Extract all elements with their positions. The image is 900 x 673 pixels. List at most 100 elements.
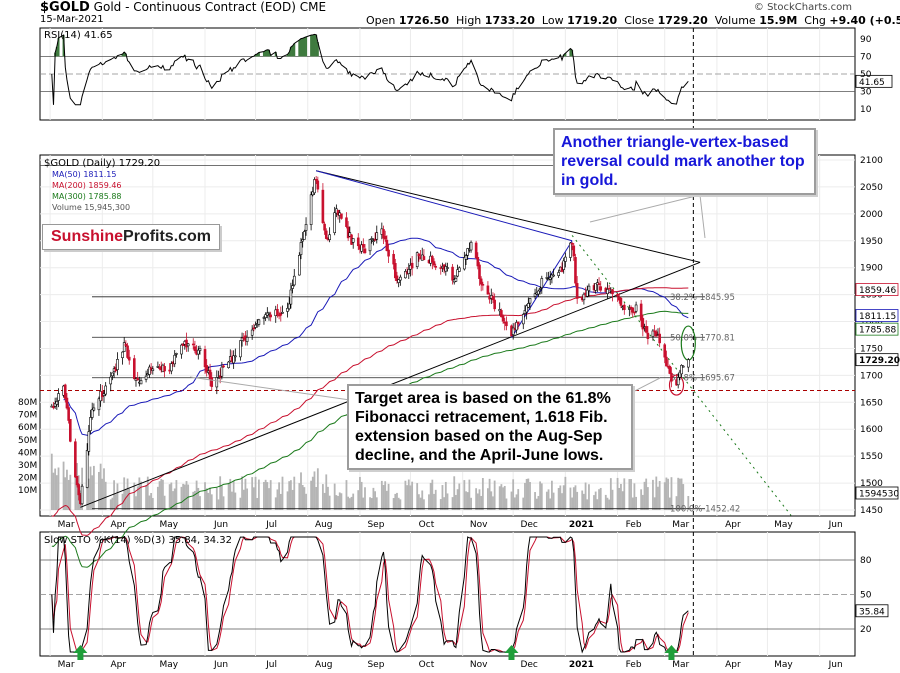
volume-bar [641,494,644,510]
candle-body [528,298,532,304]
volume-bar [128,488,131,510]
rsi-y-tick-label: 10 [860,105,872,115]
candle-body [446,267,449,269]
callout-pointer [589,194,701,223]
candle-body [607,288,611,290]
volume-bar [305,493,307,510]
rsi-title: RSI(14) 41.65 [44,30,113,41]
volume-bar [620,483,622,510]
volume-bar [488,478,491,510]
volume-bar [675,496,678,510]
volume-bar [645,478,648,510]
volume-bar [537,495,540,510]
volume-bar [303,487,306,510]
volume-bar [606,497,609,510]
volume-bar [215,487,218,510]
up-arrow-icon [664,645,679,660]
price-x-tick-label: Nov [470,520,488,530]
candle-body [75,475,79,486]
candle-body [415,252,419,267]
volume-bar [444,481,447,510]
candle-body [368,238,372,252]
volume-bar [646,487,649,510]
candle-body [680,364,683,375]
candle-body [186,343,190,347]
sto-x-tick-label: Jul [265,660,277,670]
candle-body [516,321,520,325]
candle-body [69,419,72,442]
candle-body [575,283,579,299]
volume-bar [52,472,55,510]
volume-bar [396,492,398,510]
candle-body [557,272,560,276]
candle-body [393,263,397,279]
volume-bar [581,490,584,510]
candle-body [109,376,113,385]
volume-bar [219,476,222,510]
volume-bar [62,461,65,510]
volume-bar [150,493,153,510]
price-y-tick-label: 2050 [860,183,883,193]
volume-bar [66,469,68,510]
candle-body [633,311,636,314]
volume-bar [335,495,338,510]
volume-bar [492,496,494,510]
rsi-y-tick-label: 90 [860,35,872,45]
candle-body [215,377,219,388]
candle-body [382,229,385,239]
rsi-y-tick-label: 30 [860,88,872,98]
volume-bar [557,488,560,510]
volume-bar [286,491,289,510]
blue-resistance-line [316,170,573,242]
volume-y-tick-label: 80M [18,398,37,408]
candle-body [670,372,673,382]
candle-body [616,293,619,297]
candle-body [392,253,395,265]
candle-body [121,351,124,359]
candle-body [122,342,126,352]
candle-body [363,248,367,254]
callout-pointer [189,376,351,401]
candle-body [538,288,542,290]
candle-body [136,378,139,381]
volume-bar [476,493,479,510]
volume-bar [670,477,673,510]
candle-body [193,346,197,352]
volume-bar [263,481,265,510]
contract-name: Gold - Continuous Contract (EOD) [93,0,296,14]
volume-bar [655,476,658,510]
candle-body [464,255,468,260]
price-axis-value-box [855,353,899,367]
candle-body [151,368,155,371]
volume-bar [687,495,690,510]
volume-bar [451,497,454,510]
candle-body [525,305,528,313]
chart-date: 15-Mar-2021 [40,14,104,25]
volume-bar [493,480,496,510]
price-x-tick-label: Sep [367,520,384,530]
volume-bar [372,487,375,510]
price-x-tick-label: May [160,520,179,530]
candle-body [451,266,454,281]
volume-bar [384,481,387,510]
volume-bar [682,484,685,510]
volume-bar [446,493,449,510]
volume-bar [86,479,89,510]
volume-bar [195,480,198,510]
candle-body [570,242,574,245]
candle-body [240,337,244,341]
volume-bar [242,489,245,510]
volume-bar [468,479,471,510]
candle-body [289,289,293,305]
volume-bar [279,493,282,510]
candle-body [304,224,308,231]
volume-bar [458,483,461,510]
candle-body [395,275,399,281]
volume-bar [101,478,104,510]
price-x-tick-label: May [774,520,793,530]
candle-body [574,257,577,284]
logo-part2: Profits.com [123,228,212,245]
candle-body [340,213,343,219]
volume-bar [288,481,291,510]
candle-body [631,307,635,313]
